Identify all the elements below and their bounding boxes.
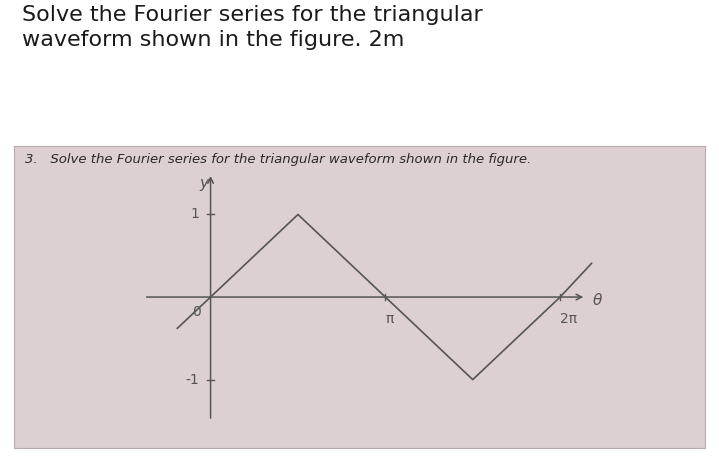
Text: θ: θ	[592, 293, 603, 308]
Text: Solve the Fourier series for the triangular
waveform shown in the figure. 2m: Solve the Fourier series for the triangu…	[22, 5, 482, 50]
Text: -1: -1	[186, 372, 199, 387]
Text: 2π: 2π	[560, 312, 577, 326]
Text: 0: 0	[192, 305, 201, 319]
Text: 1: 1	[191, 207, 199, 222]
Text: 3.   Solve the Fourier series for the triangular waveform shown in the figure.: 3. Solve the Fourier series for the tria…	[25, 153, 531, 166]
Text: π: π	[385, 312, 394, 326]
Text: y: y	[199, 175, 209, 191]
